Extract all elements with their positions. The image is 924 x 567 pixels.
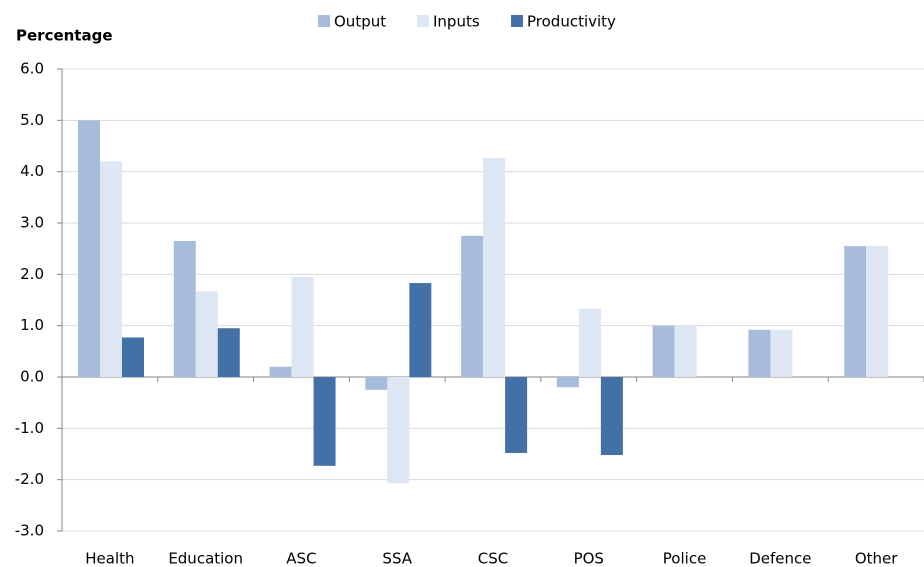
bar: [387, 377, 410, 484]
bar: [674, 325, 697, 377]
bar: [217, 328, 240, 377]
bar: [78, 120, 100, 377]
bar: [652, 325, 675, 377]
x-tick-label: Health: [85, 550, 134, 567]
x-tick-label: POS: [574, 550, 604, 567]
legend-swatch: [318, 15, 330, 27]
bar: [505, 377, 528, 453]
y-tick-label: 6.0: [20, 60, 44, 78]
y-tick-label: 4.0: [20, 162, 44, 180]
bar: [578, 308, 601, 377]
x-tick-label: CSC: [478, 550, 508, 567]
bar: [483, 157, 506, 377]
bar: [556, 377, 579, 388]
bar: [313, 377, 336, 466]
legend-label: Productivity: [527, 13, 616, 31]
bar: [461, 235, 484, 377]
y-tick-label: 2.0: [20, 265, 44, 283]
bar: [844, 246, 867, 377]
bar: [100, 161, 122, 377]
legend-swatch: [511, 15, 523, 27]
bar: [269, 366, 292, 377]
bar: [748, 329, 771, 377]
x-tick-label: ASC: [286, 550, 316, 567]
bar: [291, 276, 314, 377]
legend-label: Output: [334, 13, 386, 31]
bar: [122, 337, 144, 377]
x-tick-label: SSA: [382, 550, 412, 567]
bar: [195, 291, 218, 377]
y-tick-label: -3.0: [15, 522, 44, 540]
x-tick-label: Education: [168, 550, 243, 567]
y-tick-label: 5.0: [20, 111, 44, 129]
x-tick-label: Defence: [749, 550, 811, 567]
bar: [600, 377, 623, 456]
y-tick-label: 1.0: [20, 316, 44, 334]
y-tick-label: 3.0: [20, 214, 44, 232]
bar: [365, 377, 388, 390]
y-axis-label: Percentage: [16, 27, 113, 45]
bar: [409, 283, 432, 377]
bar: [770, 329, 793, 377]
y-tick-label: -2.0: [15, 470, 44, 488]
x-tick-label: Police: [663, 550, 707, 567]
y-tick-label: -1.0: [15, 419, 44, 437]
legend-label: Inputs: [433, 13, 480, 31]
bar: [866, 246, 889, 377]
bar: [173, 240, 196, 377]
x-tick-label: Other: [855, 550, 898, 567]
y-tick-label: 0.0: [20, 368, 44, 386]
legend-swatch: [417, 15, 429, 27]
